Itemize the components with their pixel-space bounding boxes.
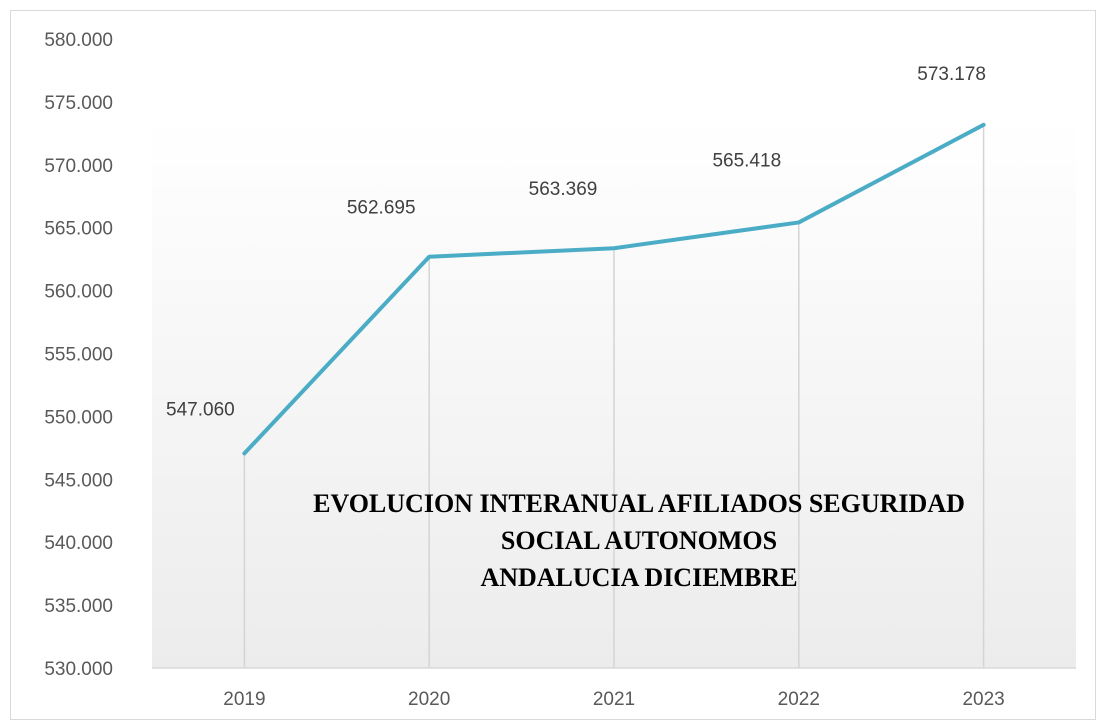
data-labels: 547.060 562.695 563.369 565.418 573.178: [166, 64, 986, 421]
chart-title-line: ANDALUCIA DICIEMBRE: [480, 563, 797, 592]
x-tick-label: 2020: [408, 689, 450, 710]
data-label: 563.369: [529, 179, 598, 200]
y-tick-label: 555.000: [44, 345, 113, 366]
drop-lines: [243, 124, 985, 668]
chart-title-line: EVOLUCION INTERANUAL AFILIADOS SEGURIDAD: [313, 489, 965, 518]
data-label: 573.178: [917, 64, 986, 85]
data-label: 562.695: [347, 198, 416, 219]
y-tick-label: 530.000: [44, 659, 113, 680]
x-axis-ticks: 2019 2020 2021 2022 2023: [223, 689, 1004, 710]
y-tick-label: 570.000: [44, 156, 113, 177]
y-tick-label: 580.000: [44, 30, 113, 51]
y-tick-label: 535.000: [44, 596, 113, 617]
y-tick-label: 560.000: [44, 282, 113, 303]
y-tick-label: 540.000: [44, 533, 113, 554]
y-tick-label: 565.000: [44, 219, 113, 240]
x-tick-label: 2022: [778, 689, 820, 710]
x-tick-label: 2019: [223, 689, 265, 710]
data-label: 547.060: [166, 399, 235, 420]
x-tick-label: 2023: [962, 689, 1004, 710]
data-label: 565.418: [712, 150, 781, 171]
chart-title: EVOLUCION INTERANUAL AFILIADOS SEGURIDAD…: [313, 489, 965, 592]
y-tick-label: 575.000: [44, 93, 113, 114]
y-tick-label: 545.000: [44, 470, 113, 491]
y-tick-label: 550.000: [44, 407, 113, 428]
x-tick-label: 2021: [593, 689, 635, 710]
series-line: [242, 122, 986, 456]
chart-title-line: SOCIAL AUTONOMOS: [501, 526, 777, 555]
y-axis-ticks: 530.000 535.000 540.000 545.000 550.000 555.0…: [44, 30, 113, 680]
